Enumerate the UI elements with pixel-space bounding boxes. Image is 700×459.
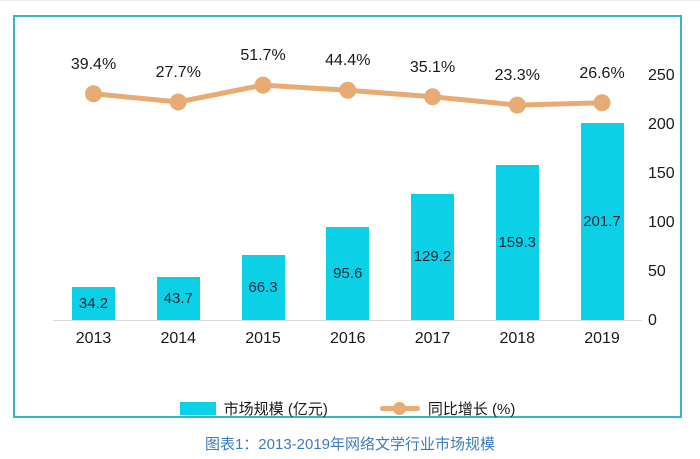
growth-point-label: 44.4% <box>325 52 371 70</box>
bar-value-label: 201.7 <box>583 213 621 231</box>
bar-value-label: 95.6 <box>333 264 363 282</box>
right-axis-tick-label: 150 <box>648 165 675 182</box>
year-label: 2014 <box>160 330 197 347</box>
bar <box>241 255 285 320</box>
year-label: 2016 <box>329 330 366 347</box>
growth-point-label: 26.6% <box>579 64 625 82</box>
bar <box>580 123 624 320</box>
legend-item-growth: 同比增长 (%) <box>379 398 516 419</box>
year-label: 2019 <box>584 330 620 347</box>
right-axis-tick-label: 100 <box>648 214 675 231</box>
right-axis-tick-label: 250 <box>648 67 675 84</box>
legend: 市场规模 (亿元) 同比增长 (%) <box>15 398 680 418</box>
bar <box>411 193 454 320</box>
growth-point-dot <box>424 88 441 106</box>
chart-frame: 34.2 2013 39.4% 43.7 2014 27.7% 66.3 2015 51.7% 9… <box>13 15 682 418</box>
growth-line <box>91 82 605 108</box>
growth-point-label: 23.3% <box>494 67 540 85</box>
growth-point-dot <box>339 81 357 99</box>
bar-value-label: 43.7 <box>163 290 193 308</box>
growth-point-dot <box>254 76 272 94</box>
growth-point-label: 35.1% <box>409 58 456 76</box>
bar-series-swatch-icon <box>179 401 216 415</box>
growth-point-label: 27.7% <box>155 63 201 81</box>
growth-point-dot <box>593 94 611 112</box>
bar <box>326 226 370 320</box>
bar <box>495 164 539 320</box>
year-label: 2013 <box>75 330 112 347</box>
plot-area: 34.2 2013 39.4% 43.7 2014 27.7% 66.3 2015 51.7% 9… <box>15 17 680 416</box>
right-axis-tick-label: 0 <box>648 312 657 329</box>
bar-value-label: 34.2 <box>78 294 109 312</box>
line-series-dot-icon <box>392 401 406 415</box>
right-axis-tick-label: 50 <box>648 263 666 280</box>
bar-value-label: 129.2 <box>413 248 452 266</box>
year-label: 2018 <box>499 330 536 347</box>
growth-point-dot <box>169 93 187 111</box>
growth-point-dot <box>85 85 102 103</box>
growth-point-dot <box>508 96 526 114</box>
year-label: 2017 <box>414 330 451 347</box>
year-label: 2015 <box>245 330 281 347</box>
bar <box>72 286 115 320</box>
bar <box>156 277 200 320</box>
legend-bar-label: 市场规模 (亿元) <box>223 400 328 418</box>
bar-value-label: 66.3 <box>248 279 278 297</box>
right-axis-tick-label: 200 <box>648 116 675 133</box>
growth-point-label: 51.7% <box>240 47 286 65</box>
growth-point-label: 39.4% <box>70 55 117 73</box>
x-axis-line <box>53 320 642 321</box>
legend-line-label: 同比增长 (%) <box>427 400 516 418</box>
line-series-marker-icon <box>379 401 420 415</box>
chart-caption: 图表1：2013-2019年网络文学行业市场规模 <box>204 436 496 453</box>
legend-item-market-scale: 市场规模 (亿元) <box>179 398 328 419</box>
bar-value-label: 159.3 <box>498 233 537 251</box>
